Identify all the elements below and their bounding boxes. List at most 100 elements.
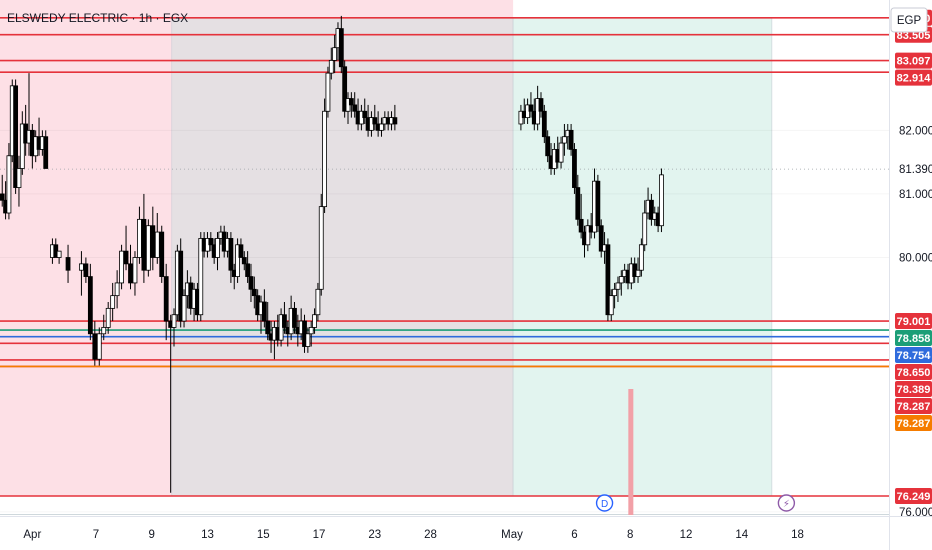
price-tag: 78.754 bbox=[895, 347, 932, 364]
candle-down-body bbox=[248, 276, 254, 290]
price-tag: 76.249 bbox=[895, 487, 932, 504]
candle bbox=[215, 232, 220, 271]
candle-down-body bbox=[528, 104, 534, 112]
candle-up-body bbox=[145, 225, 151, 271]
volume-layer bbox=[0, 389, 889, 515]
candle-down-body bbox=[372, 117, 378, 125]
candle bbox=[92, 321, 98, 366]
candle bbox=[87, 263, 93, 341]
price-tag: 79.001 bbox=[895, 313, 932, 330]
candle-up-body bbox=[615, 282, 621, 290]
candle-down-body bbox=[572, 149, 577, 188]
dividend-marker-label: D bbox=[601, 499, 608, 510]
lightning-marker-label: ⚡ bbox=[783, 499, 790, 510]
candle-down-body bbox=[292, 307, 297, 328]
candle-down-body bbox=[348, 98, 354, 106]
candle bbox=[171, 308, 177, 347]
x-tick-label: 6 bbox=[571, 529, 577, 541]
candle-down-body bbox=[342, 66, 348, 112]
candle bbox=[638, 238, 644, 277]
candle bbox=[163, 263, 169, 341]
price-tag-box bbox=[895, 415, 932, 432]
candle-up-body bbox=[612, 288, 618, 297]
candle bbox=[110, 282, 116, 322]
candle bbox=[141, 193, 147, 283]
price-tag-label: 78.754 bbox=[897, 350, 932, 362]
lightning-marker[interactable] bbox=[777, 494, 796, 512]
candles-layer bbox=[0, 15, 664, 493]
price-tag-label: 78.858 bbox=[897, 333, 931, 345]
candle-up-body bbox=[618, 276, 624, 284]
price-tag: 78.287 bbox=[895, 398, 932, 415]
x-tick-label: Apr bbox=[23, 529, 41, 541]
candle-up-body bbox=[110, 295, 116, 309]
candle-up-body bbox=[325, 72, 331, 112]
candle bbox=[245, 251, 251, 283]
candle bbox=[238, 238, 244, 258]
price-tag-label: 78.287 bbox=[897, 418, 931, 430]
x-tick-label: 13 bbox=[201, 529, 214, 541]
candle-down-body bbox=[13, 85, 19, 188]
candle bbox=[265, 302, 271, 341]
candle bbox=[578, 193, 584, 239]
candle-up-body bbox=[154, 231, 160, 258]
price-tag-label: 83.097 bbox=[897, 56, 931, 68]
candle bbox=[649, 193, 654, 226]
candle bbox=[562, 123, 567, 156]
candle bbox=[101, 314, 107, 341]
price-tag-box bbox=[895, 381, 932, 398]
price-tag-box bbox=[895, 398, 932, 415]
x-tick-label: 12 bbox=[680, 529, 693, 541]
price-tag-label: 78.389 bbox=[897, 384, 931, 396]
candle-down-body bbox=[43, 136, 49, 169]
candle bbox=[119, 244, 124, 290]
candle-down-body bbox=[538, 98, 544, 112]
candle bbox=[392, 104, 398, 131]
candle-down-body bbox=[649, 199, 654, 220]
candle-up-body bbox=[119, 250, 124, 284]
candle-down-body bbox=[241, 257, 247, 265]
candle bbox=[568, 123, 574, 156]
candle-up-body bbox=[114, 282, 120, 297]
candle bbox=[79, 251, 84, 296]
candle-down-body bbox=[92, 333, 98, 360]
candle-up-body bbox=[332, 47, 338, 61]
currency-button[interactable]: EGP bbox=[890, 7, 928, 33]
candle-up-body bbox=[215, 238, 220, 258]
candle bbox=[332, 34, 338, 74]
y-tick-label: 81.000 bbox=[899, 189, 932, 201]
candle bbox=[13, 79, 19, 194]
candle bbox=[282, 302, 287, 334]
x-tick-label: 28 bbox=[424, 529, 437, 541]
candle-down-body bbox=[605, 244, 611, 316]
candle bbox=[605, 238, 611, 322]
candle bbox=[198, 232, 204, 322]
candle bbox=[145, 219, 151, 277]
candle bbox=[261, 289, 267, 328]
price-tag: 78.287 bbox=[895, 415, 932, 432]
candle-down-body bbox=[578, 218, 584, 233]
candle-up-body bbox=[171, 314, 177, 328]
x-tick-label: 7 bbox=[93, 529, 99, 541]
candle-down-body bbox=[141, 218, 147, 271]
candle-up-body bbox=[305, 333, 311, 347]
candle-down-body bbox=[392, 117, 398, 125]
price-tag-label: 76.249 bbox=[897, 491, 931, 503]
candle-up-body bbox=[181, 295, 187, 322]
candle-up-body bbox=[132, 257, 138, 284]
candle-up-body bbox=[558, 142, 564, 163]
candle bbox=[83, 257, 89, 283]
levels-layer bbox=[0, 17, 889, 497]
candle bbox=[248, 263, 254, 303]
candle bbox=[251, 276, 257, 309]
candle bbox=[208, 232, 214, 252]
candle-up-body bbox=[105, 307, 111, 328]
dividend-marker[interactable] bbox=[595, 494, 614, 512]
candle-down-body bbox=[150, 225, 156, 258]
candle bbox=[338, 15, 344, 74]
candle bbox=[305, 327, 311, 353]
candle bbox=[538, 92, 544, 118]
candle-up-body bbox=[318, 206, 324, 290]
candle bbox=[558, 136, 564, 169]
